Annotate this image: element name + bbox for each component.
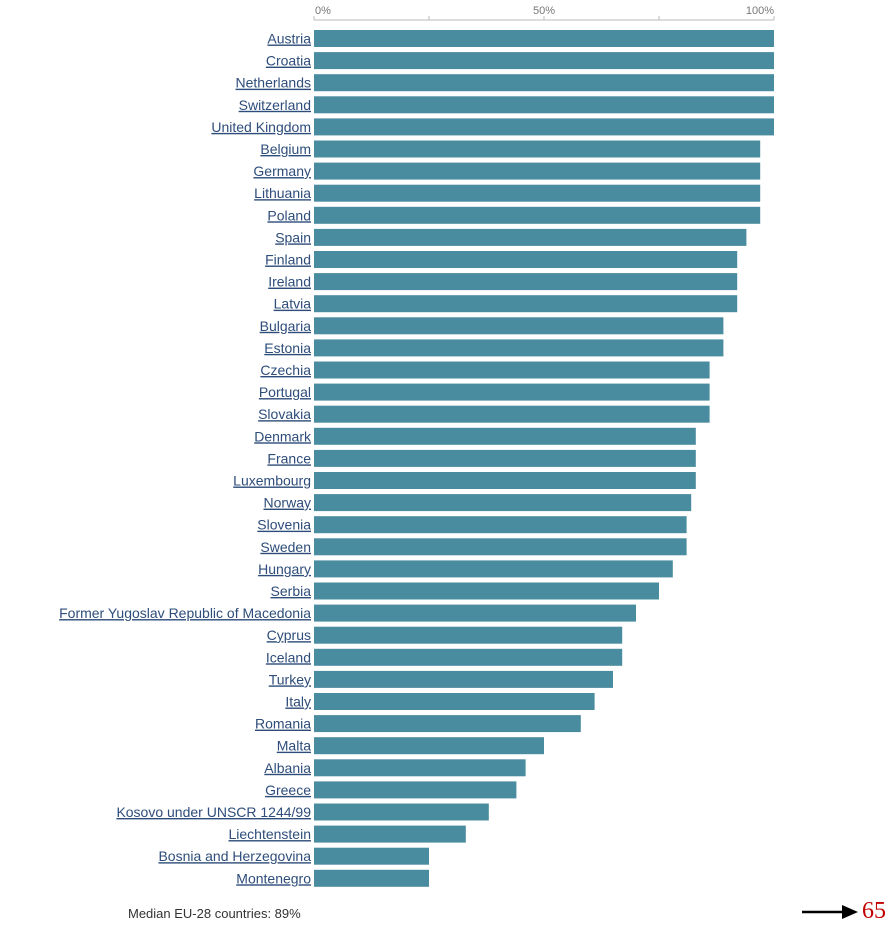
page-number: 65	[862, 898, 886, 924]
country-label[interactable]: Switzerland	[239, 97, 311, 113]
country-label[interactable]: France	[267, 450, 311, 466]
country-label[interactable]: Latvia	[274, 296, 312, 312]
bar	[314, 648, 623, 666]
country-label[interactable]: Norway	[264, 495, 311, 511]
country-label[interactable]: Finland	[265, 252, 311, 268]
country-label[interactable]: Liechtenstein	[228, 826, 311, 842]
country-label[interactable]: Bulgaria	[260, 318, 312, 334]
country-label[interactable]: Montenegro	[236, 870, 311, 886]
bar	[314, 140, 761, 158]
country-label[interactable]: Estonia	[264, 340, 311, 356]
bar	[314, 118, 774, 136]
bar	[314, 737, 544, 755]
country-label[interactable]: Germany	[253, 163, 311, 179]
country-label[interactable]: Portugal	[259, 384, 311, 400]
bar	[314, 30, 774, 47]
country-label[interactable]: Cyprus	[267, 627, 311, 643]
country-label[interactable]: Spain	[275, 229, 311, 245]
country-label[interactable]: Czechia	[260, 362, 311, 378]
x-tick-label: 100%	[746, 5, 774, 17]
country-label[interactable]: Albania	[264, 760, 311, 776]
bar	[314, 96, 774, 114]
x-tick-label: 50%	[533, 5, 555, 17]
country-label[interactable]: Serbia	[271, 583, 312, 599]
bar	[314, 295, 738, 313]
country-label[interactable]: United Kingdom	[211, 119, 311, 135]
bar	[314, 251, 738, 268]
country-label[interactable]: Croatia	[266, 53, 311, 69]
median-note: Median EU-28 countries: 89%	[128, 906, 301, 921]
bar	[314, 781, 517, 799]
bar	[314, 317, 724, 335]
country-label[interactable]: Luxembourg	[233, 473, 311, 489]
bar	[314, 74, 774, 92]
country-label[interactable]: Denmark	[254, 428, 312, 444]
country-label[interactable]: Lithuania	[254, 185, 311, 201]
country-label[interactable]: Former Yugoslav Republic of Macedonia	[59, 605, 311, 621]
bar	[314, 626, 623, 644]
bar	[314, 494, 692, 512]
bar	[314, 52, 774, 70]
bar	[314, 715, 581, 733]
bar	[314, 869, 429, 887]
x-tick-label: 0%	[315, 5, 331, 17]
bar	[314, 383, 710, 401]
bar	[314, 604, 636, 622]
bar	[314, 670, 613, 688]
bar	[314, 427, 696, 445]
country-label[interactable]: Slovakia	[258, 406, 311, 422]
page-number-group: 65	[800, 898, 886, 925]
bar	[314, 825, 466, 843]
bar	[314, 339, 724, 357]
country-label[interactable]: Austria	[267, 31, 311, 47]
bar	[314, 560, 673, 578]
bar	[314, 516, 687, 534]
country-label[interactable]: Iceland	[266, 649, 311, 665]
country-label[interactable]: Hungary	[258, 561, 311, 577]
country-label[interactable]: Italy	[285, 694, 311, 710]
country-label[interactable]: Belgium	[260, 141, 311, 157]
bar	[314, 538, 687, 556]
bar	[314, 206, 761, 224]
bar	[314, 803, 489, 821]
country-label[interactable]: Poland	[267, 207, 311, 223]
bar	[314, 847, 429, 865]
country-label[interactable]: Slovenia	[257, 517, 311, 533]
country-label[interactable]: Malta	[277, 738, 311, 754]
bar	[314, 693, 595, 710]
country-label[interactable]: Netherlands	[236, 75, 312, 91]
country-label[interactable]: Bosnia and Herzegovina	[158, 848, 311, 864]
bar	[314, 228, 747, 246]
bar	[314, 472, 696, 489]
bar	[314, 273, 738, 291]
bar	[314, 759, 526, 777]
bar	[314, 162, 761, 180]
country-label[interactable]: Romania	[255, 716, 311, 732]
country-label[interactable]: Sweden	[260, 539, 311, 555]
bar	[314, 449, 696, 467]
bar	[314, 184, 761, 202]
bar	[314, 582, 659, 600]
country-label[interactable]: Turkey	[269, 671, 311, 687]
bar	[314, 361, 710, 379]
bar	[314, 405, 710, 423]
right-arrow-icon	[802, 904, 858, 919]
country-label[interactable]: Greece	[265, 782, 311, 798]
country-label[interactable]: Kosovo under UNSCR 1244/99	[116, 804, 311, 820]
country-label[interactable]: Ireland	[268, 274, 311, 290]
